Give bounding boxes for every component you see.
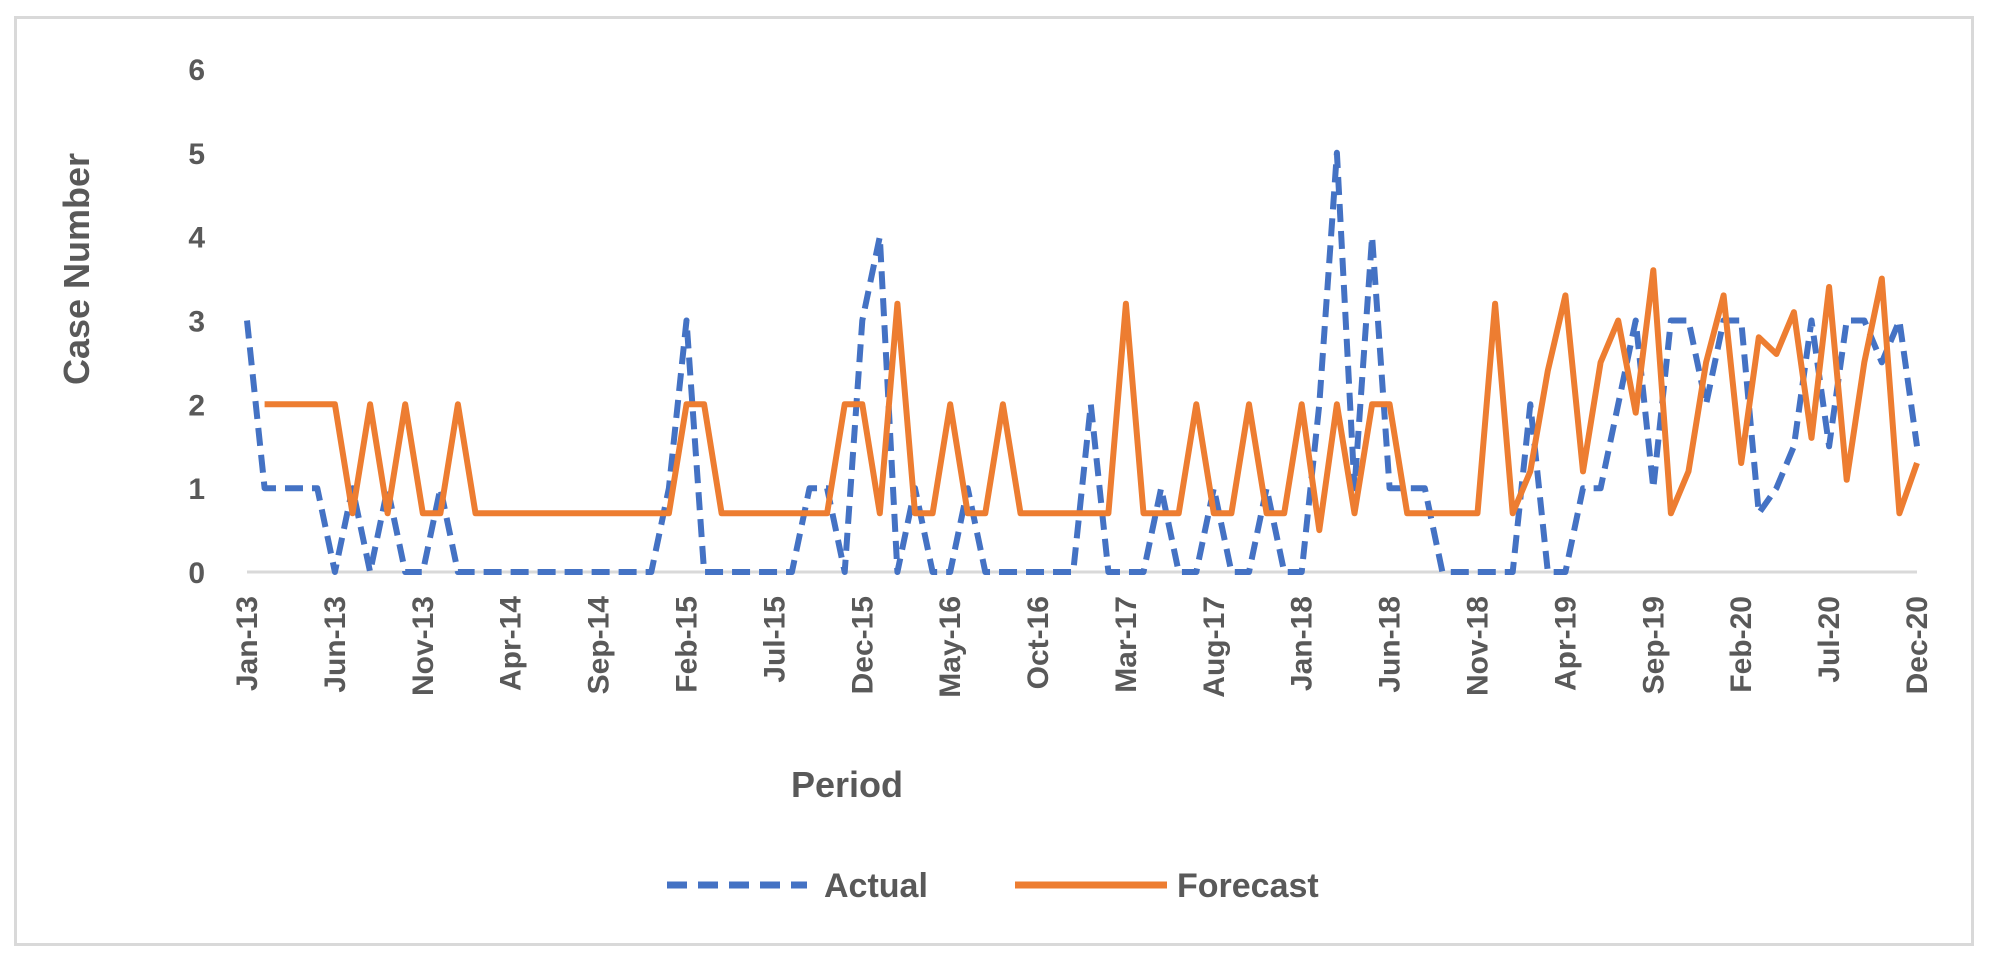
x-tick-label: Aug-17 xyxy=(1198,596,1231,698)
x-axis-title: Period xyxy=(791,764,903,805)
x-tick-label: Dec-20 xyxy=(1901,596,1934,694)
y-tick-label: 4 xyxy=(188,222,205,255)
series-line-actual xyxy=(244,149,1920,575)
x-tick-label: Jan-13 xyxy=(231,596,264,691)
x-tick-label: Mar-17 xyxy=(1110,596,1143,693)
legend-label-actual: Actual xyxy=(824,867,928,905)
x-tick-label: Jan-18 xyxy=(1286,596,1319,691)
x-tick-label: Jun-18 xyxy=(1374,596,1407,693)
y-tick-label: 5 xyxy=(188,138,205,171)
x-tick-label: Sep-19 xyxy=(1637,596,1670,694)
x-tick-label: Apr-14 xyxy=(495,596,528,691)
y-tick-label: 1 xyxy=(188,473,205,506)
y-axis-ticks: 0 1 2 3 4 5 6 xyxy=(188,54,205,590)
x-tick-label: Dec-15 xyxy=(846,596,879,694)
x-tick-label: Jun-13 xyxy=(319,596,352,693)
x-tick-label: Nov-18 xyxy=(1462,596,1495,696)
y-tick-label: 3 xyxy=(188,306,205,339)
chart-frame: 0 1 2 3 4 5 6 Jan-13 Jun-13 Nov-13 Apr-14 Sep-14 Fe… xyxy=(14,16,1974,946)
x-tick-label: May-16 xyxy=(934,596,967,698)
y-tick-label: 0 xyxy=(188,557,205,590)
x-axis-ticks: Jan-13 Jun-13 Nov-13 Apr-14 Sep-14 Feb-15 Jul-… xyxy=(231,596,1934,698)
line-chart: 0 1 2 3 4 5 6 Jan-13 Jun-13 Nov-13 Apr-14 Sep-14 Fe… xyxy=(56,54,1934,905)
x-tick-label: Feb-20 xyxy=(1725,596,1758,693)
x-tick-label: Sep-14 xyxy=(583,596,616,695)
y-tick-label: 6 xyxy=(188,54,205,87)
x-tick-label: Feb-15 xyxy=(670,596,703,693)
x-tick-label: Jul-15 xyxy=(758,596,791,683)
y-tick-label: 2 xyxy=(188,389,205,422)
y-axis-title: Case Number xyxy=(56,153,97,385)
x-tick-label: Jul-20 xyxy=(1813,596,1846,683)
series-line-forecast xyxy=(264,267,1920,534)
x-tick-label: Oct-16 xyxy=(1022,596,1055,689)
x-tick-label: Apr-19 xyxy=(1549,596,1582,691)
series-layer xyxy=(244,149,1920,575)
legend: Actual Forecast xyxy=(667,867,1319,905)
x-tick-label: Nov-13 xyxy=(407,596,440,696)
legend-label-forecast: Forecast xyxy=(1177,867,1319,905)
